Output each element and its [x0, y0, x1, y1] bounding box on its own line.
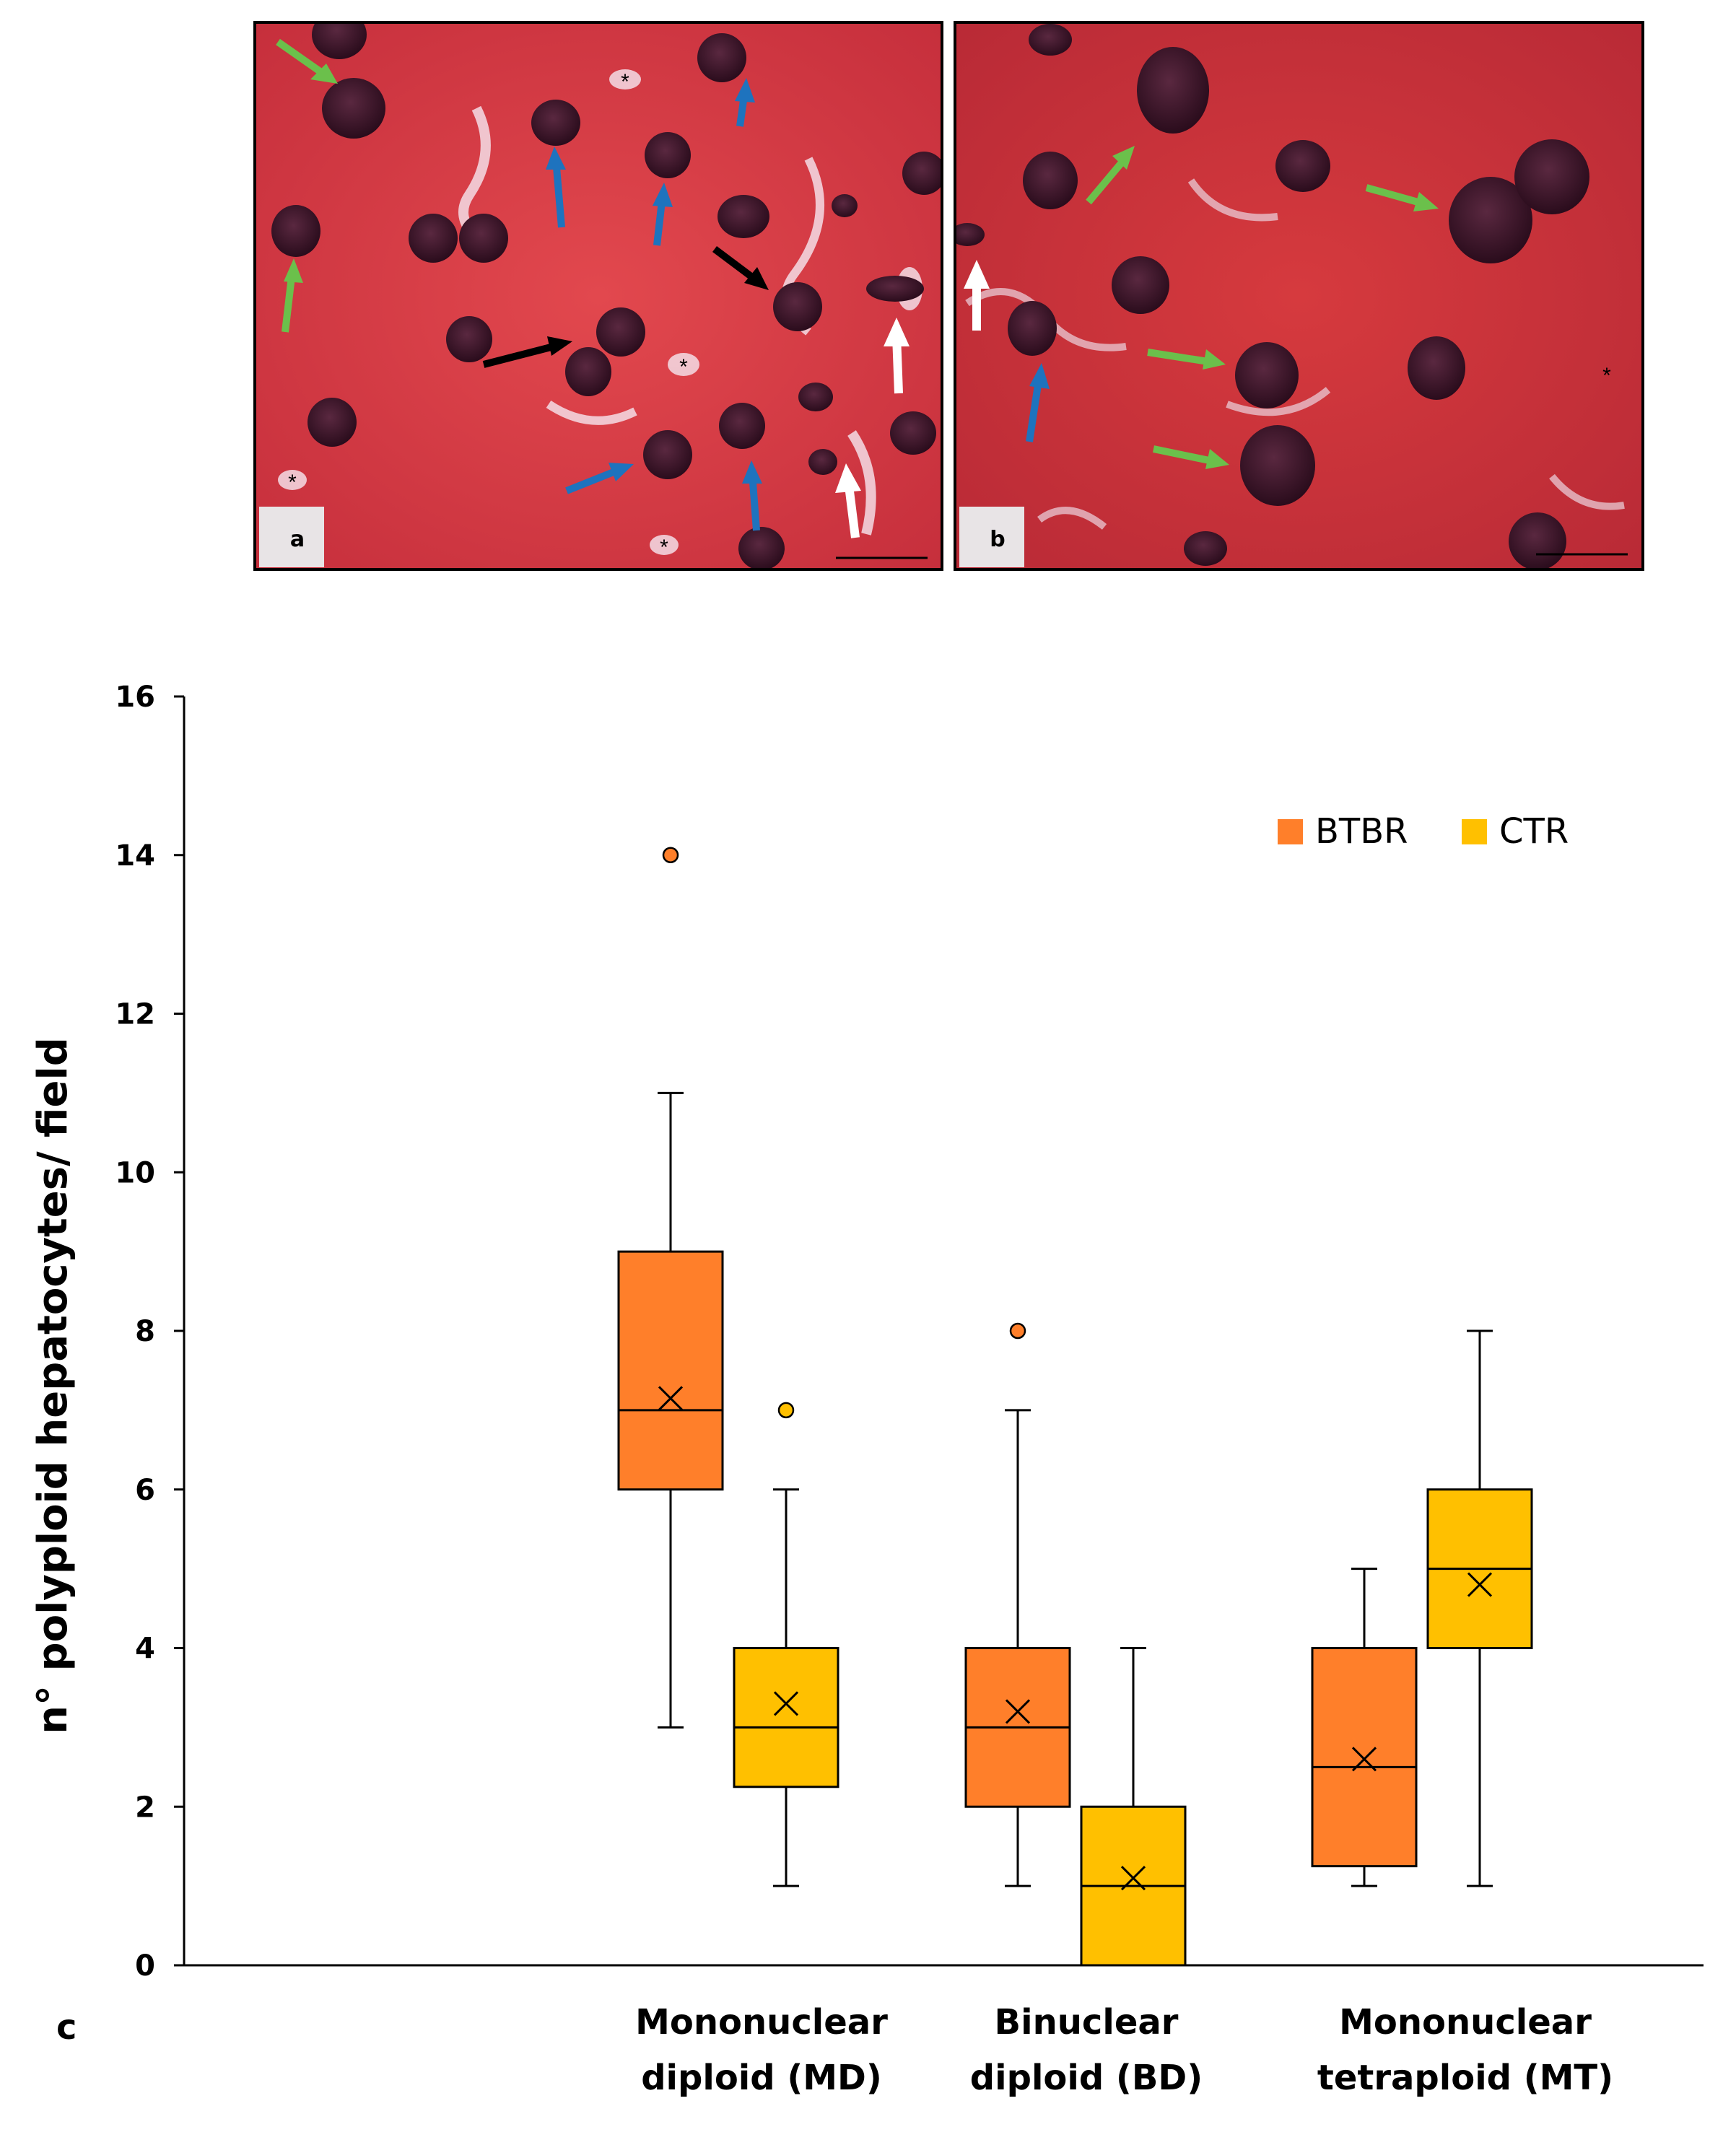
y-tick-label: 0 — [135, 1949, 155, 1983]
box-ctr-1 — [1080, 1647, 1187, 1967]
box-iqr — [733, 1647, 839, 1788]
micrograph-frame — [954, 21, 1644, 571]
box-plot-chart: n° polyploid hepatocytes/ field c 0 2 4 6 8 1… — [30, 681, 1704, 2098]
panel-label-c: c — [56, 2007, 77, 2048]
category-label-line2: diploid (MD) — [641, 2058, 882, 2098]
y-axis-label: n° polyploid hepatocytes/ field — [30, 1037, 77, 1734]
legend: BTBR CTR — [1278, 811, 1569, 852]
legend-label-ctr: CTR — [1499, 811, 1569, 852]
outlier-point — [1009, 1322, 1026, 1340]
box-btbr-0 — [617, 847, 724, 1729]
category-label-line1: Mononuclear — [1339, 2002, 1592, 2043]
box-plots — [617, 847, 1533, 1967]
x-axis-category-labels: Mononuclear diploid (MD) Binuclear diploid … — [635, 2002, 1613, 2098]
box-ctr-0 — [733, 1402, 839, 1887]
legend-swatch-btbr — [1278, 819, 1303, 844]
category-label-line2: diploid (BD) — [970, 2058, 1203, 2098]
box-ctr-2 — [1426, 1329, 1533, 1887]
mean-marker — [773, 1691, 799, 1716]
mean-marker — [1351, 1747, 1377, 1772]
box-btbr-2 — [1311, 1568, 1418, 1887]
y-tick-label: 4 — [135, 1633, 155, 1666]
outlier-point — [662, 847, 679, 863]
panel-label-b: b — [990, 527, 1005, 552]
category-label-line1: Mononuclear — [635, 2002, 888, 2043]
panel-label-box — [259, 507, 324, 567]
mean-marker — [1005, 1699, 1031, 1724]
category-label-line2: tetraploid (MT) — [1317, 2058, 1613, 2098]
mean-marker — [1467, 1572, 1493, 1597]
asterisk-marker: * — [621, 70, 629, 94]
micrograph-a: * * * * a — [253, 21, 943, 571]
panel-label-box — [959, 507, 1024, 567]
box-iqr — [617, 1250, 724, 1491]
y-tick-label: 10 — [115, 1156, 155, 1189]
asterisk-marker: * — [660, 536, 668, 559]
panel-label-a: a — [290, 527, 305, 552]
arrows-b — [964, 146, 1439, 469]
mean-marker — [1120, 1866, 1146, 1891]
y-tick-label: 2 — [135, 1791, 155, 1824]
asterisk-marker: * — [1602, 364, 1611, 388]
legend-swatch-ctr — [1462, 819, 1487, 844]
y-tick-label: 14 — [115, 839, 155, 873]
box-iqr — [1311, 1647, 1418, 1868]
category-label-line1: Binuclear — [995, 2002, 1179, 2043]
y-tick-label: 8 — [135, 1315, 155, 1348]
mean-marker — [658, 1386, 684, 1411]
nuclei — [271, 22, 942, 569]
micrograph-b: * b — [954, 21, 1644, 571]
y-tick-label: 6 — [135, 1474, 155, 1507]
asterisk-marker: * — [679, 355, 688, 379]
arrows-a — [276, 38, 910, 538]
y-axis-ticks: 0 2 4 6 8 10 12 14 16 — [115, 681, 184, 1983]
outlier-point — [777, 1402, 795, 1419]
y-tick-label: 12 — [115, 998, 155, 1031]
y-tick-label: 16 — [115, 681, 155, 714]
asterisk-marker: * — [288, 471, 297, 494]
micrograph-frame — [253, 21, 943, 571]
legend-label-btbr: BTBR — [1315, 811, 1408, 852]
box-btbr-1 — [964, 1322, 1071, 1887]
nuclei — [955, 24, 1589, 569]
